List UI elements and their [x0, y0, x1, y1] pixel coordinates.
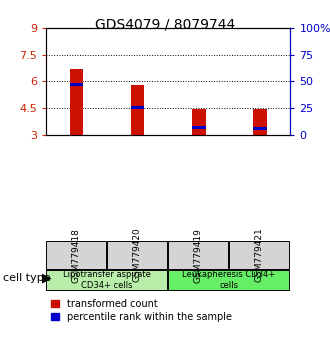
Legend: transformed count, percentile rank within the sample: transformed count, percentile rank withi… — [51, 299, 232, 321]
Bar — [70, 83, 83, 86]
Text: GSM779420: GSM779420 — [133, 228, 142, 282]
Bar — [192, 109, 206, 135]
Text: GSM779418: GSM779418 — [72, 228, 81, 282]
Bar — [131, 106, 145, 109]
Bar — [253, 109, 267, 135]
Bar — [168, 270, 289, 290]
Bar — [107, 241, 167, 269]
Bar — [131, 85, 145, 135]
Text: Leukapheresis CD34+
cells: Leukapheresis CD34+ cells — [182, 270, 275, 290]
Bar — [168, 241, 228, 269]
Text: cell type: cell type — [3, 273, 51, 283]
Text: GSM779421: GSM779421 — [255, 228, 264, 282]
Bar — [46, 241, 106, 269]
Text: GDS4079 / 8079744: GDS4079 / 8079744 — [95, 18, 235, 32]
Text: Lipotransfer aspirate
CD34+ cells: Lipotransfer aspirate CD34+ cells — [63, 270, 150, 290]
Bar — [70, 69, 83, 135]
Bar — [192, 126, 206, 129]
Bar — [253, 127, 267, 130]
Bar — [46, 270, 167, 290]
Text: GSM779419: GSM779419 — [194, 228, 203, 282]
Bar — [229, 241, 289, 269]
Text: ▶: ▶ — [42, 272, 52, 284]
